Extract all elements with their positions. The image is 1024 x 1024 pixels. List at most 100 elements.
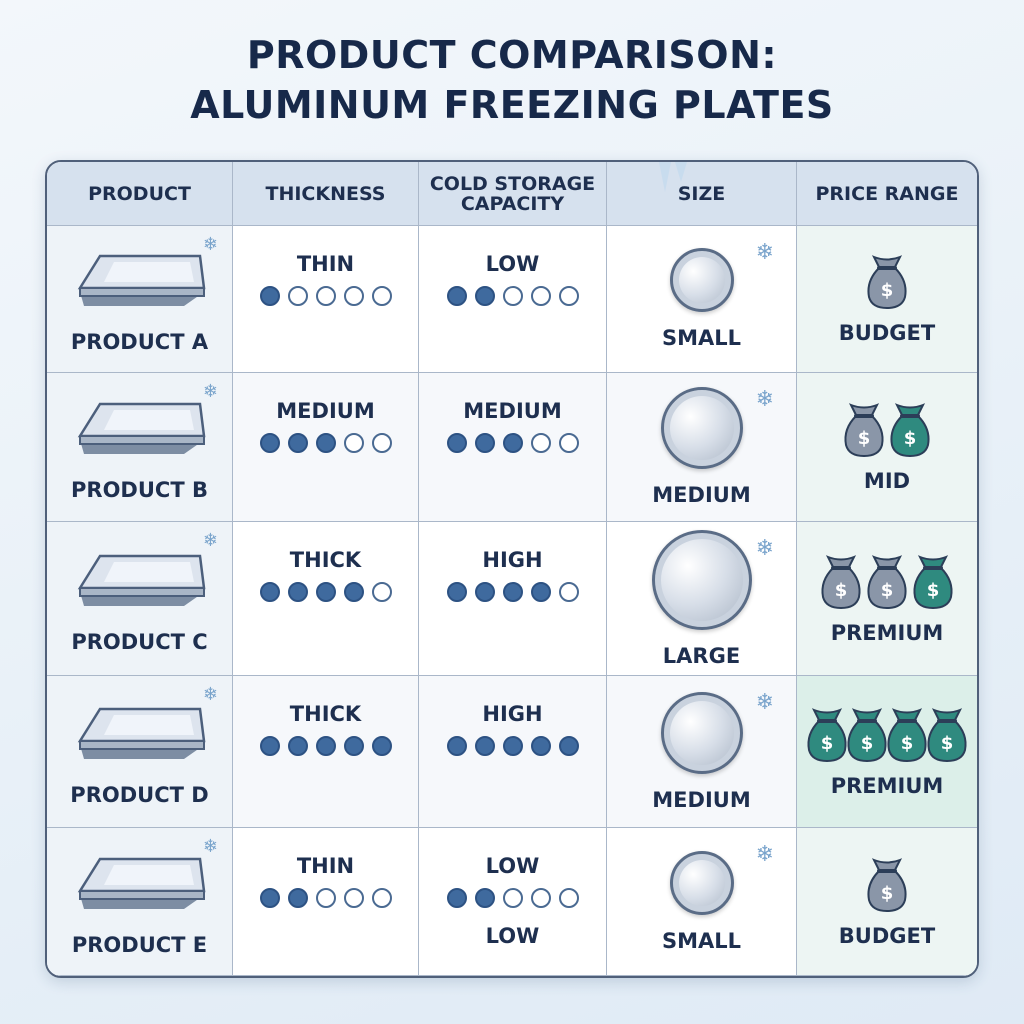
- rating-dot: [446, 286, 467, 306]
- svg-text:$: $: [861, 733, 874, 754]
- product-name: PRODUCT C: [71, 629, 208, 654]
- thickness-label: THICK: [289, 702, 362, 726]
- price-cell: $ BUDGET: [797, 226, 977, 373]
- product-name: PRODUCT E: [71, 932, 208, 957]
- price-bags: $ $: [841, 401, 933, 459]
- rating-dot: [259, 888, 280, 908]
- price-label: PREMIUM: [830, 773, 944, 798]
- rating-dot: [371, 433, 392, 453]
- thickness-cell: THIN: [233, 226, 419, 373]
- money-bag-icon: $: [847, 707, 887, 762]
- svg-text:$: $: [881, 580, 894, 601]
- capacity-cell: HIGH: [419, 676, 607, 828]
- size-cell: MEDIUM ❄: [607, 676, 797, 828]
- header-price: PRICE RANGE: [797, 162, 977, 226]
- rating-dot: [474, 736, 495, 756]
- thickness-cell: THICK: [233, 676, 419, 828]
- rating-dot: [287, 888, 308, 908]
- rating-dot: [446, 433, 467, 453]
- thickness-rating: [259, 736, 392, 756]
- thickness-rating: [259, 582, 392, 602]
- rating-dot: [558, 286, 579, 306]
- capacity-label: LOW: [485, 252, 540, 276]
- snowflake-icon: ❄: [755, 536, 774, 561]
- rating-dot: [371, 286, 392, 306]
- snowflake-icon: ❄: [755, 842, 774, 867]
- table-grid: PRODUCT THICKNESS COLD STORAGE CAPACITY S…: [47, 162, 977, 976]
- thickness-cell: THICK: [233, 522, 419, 676]
- money-bag-icon: $: [887, 707, 927, 762]
- capacity-rating: [446, 286, 579, 306]
- size-cell: MEDIUM ❄: [607, 373, 797, 522]
- rating-dot: [371, 736, 392, 756]
- price-cell: $ BUDGET: [797, 828, 977, 976]
- snowflake-icon: ❄: [202, 234, 218, 255]
- money-bag-icon: $: [890, 403, 930, 458]
- title-line-1: PRODUCT COMPARISON:: [246, 33, 778, 77]
- capacity-rating: [446, 582, 579, 602]
- snowflake-icon: ❄: [202, 381, 218, 402]
- price-cell: $ $ MID: [797, 373, 977, 522]
- metal-disc-icon: [651, 529, 752, 630]
- product-cell: PRODUCT C ❄: [47, 522, 233, 676]
- price-bags: $ $ $: [818, 553, 956, 611]
- header-product: PRODUCT: [47, 162, 233, 226]
- money-bag-icon: $: [807, 707, 847, 762]
- rating-dot: [502, 286, 523, 306]
- rating-dot: [259, 286, 280, 306]
- svg-text:$: $: [927, 580, 940, 601]
- metal-disc-icon: [669, 248, 734, 312]
- rating-dot: [474, 888, 495, 908]
- rating-dot: [558, 888, 579, 908]
- rating-dot: [343, 433, 364, 453]
- rating-dot: [530, 736, 551, 756]
- svg-text:$: $: [941, 733, 954, 754]
- rating-dot: [446, 888, 467, 908]
- capacity-rating: [446, 433, 579, 453]
- size-cell: LARGE ❄: [607, 522, 797, 676]
- page-title: PRODUCT COMPARISON: ALUMINUM FREEZING PL…: [0, 30, 1024, 130]
- capacity-cell: LOW: [419, 226, 607, 373]
- header-capacity: COLD STORAGE CAPACITY: [419, 162, 607, 226]
- metal-disc-icon: [660, 691, 743, 774]
- svg-text:$: $: [821, 733, 834, 754]
- capacity-cell: LOW LOW: [419, 828, 607, 976]
- product-name: PRODUCT B: [71, 478, 208, 502]
- rating-dot: [530, 582, 551, 602]
- rating-dot: [446, 736, 467, 756]
- icicle-decoration: [675, 162, 687, 182]
- rating-dot: [287, 582, 308, 602]
- rating-dot: [502, 582, 523, 602]
- capacity-cell: MEDIUM: [419, 373, 607, 522]
- snowflake-icon: ❄: [202, 836, 218, 857]
- size-cell: SMALL ❄: [607, 828, 797, 976]
- rating-dot: [530, 286, 551, 306]
- price-cell: $ $ $ PREMIUM: [797, 522, 977, 676]
- title-line-2: ALUMINUM FREEZING PLATES: [190, 83, 834, 127]
- header-size: SIZE: [607, 162, 797, 226]
- svg-text:$: $: [881, 883, 894, 904]
- snowflake-icon: ❄: [755, 387, 774, 412]
- price-label: MID: [863, 469, 911, 493]
- rating-dot: [343, 582, 364, 602]
- money-bag-icon: $: [867, 554, 907, 609]
- rating-dot: [502, 736, 523, 756]
- thickness-cell: THIN: [233, 828, 419, 976]
- icicle-decoration: [659, 162, 671, 192]
- metal-disc-icon: [660, 387, 743, 469]
- rating-dot: [287, 286, 308, 306]
- snowflake-icon: ❄: [755, 690, 774, 715]
- price-bags: $: [864, 253, 910, 311]
- aluminum-plate-icon: [77, 554, 205, 606]
- capacity-rating: [446, 736, 579, 756]
- size-label: SMALL: [661, 326, 742, 350]
- money-bag-icon: $: [867, 255, 907, 310]
- rating-dot: [558, 433, 579, 453]
- size-label: LARGE: [662, 643, 741, 668]
- thickness-label: MEDIUM: [276, 399, 375, 423]
- money-bag-icon: $: [821, 554, 861, 609]
- thickness-rating: [259, 433, 392, 453]
- price-label: PREMIUM: [830, 620, 944, 645]
- product-name: PRODUCT D: [70, 782, 209, 807]
- rating-dot: [315, 433, 336, 453]
